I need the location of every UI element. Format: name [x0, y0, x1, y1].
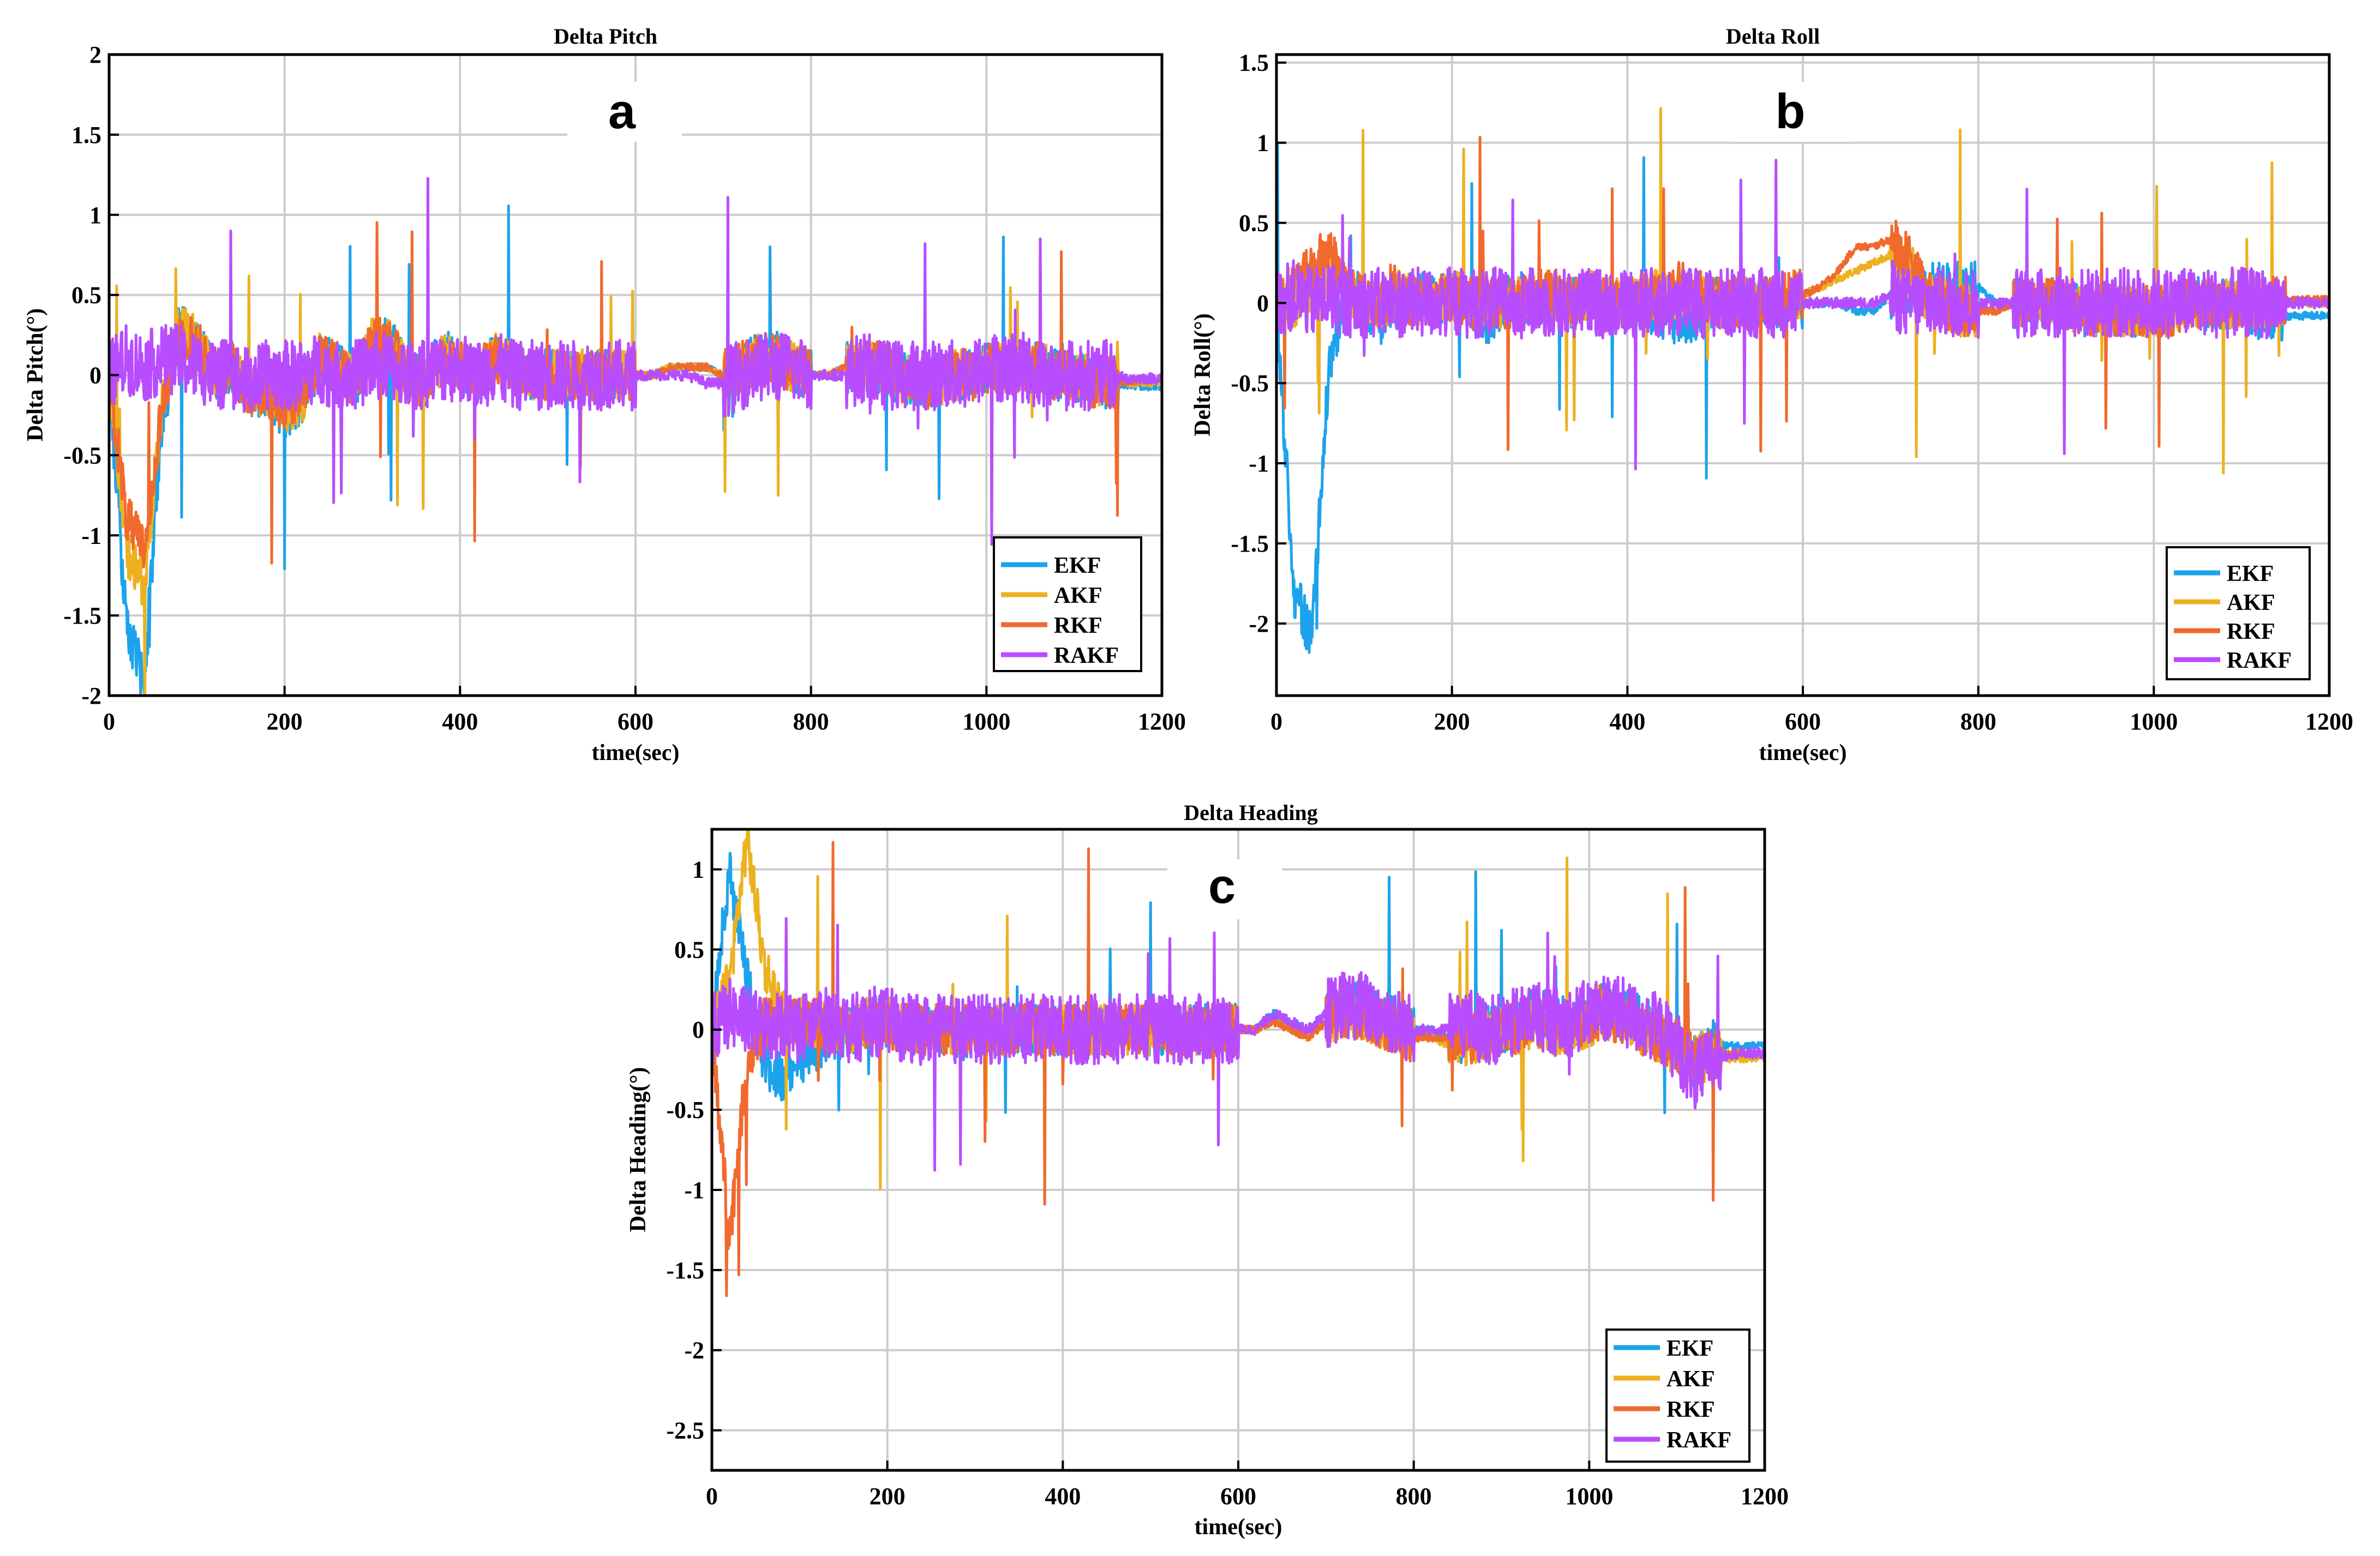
legend-entry-ekf: EKF [2227, 561, 2274, 587]
legend: EKF AKF RKF RAKF [1605, 1328, 1750, 1463]
x-tick-label: 200 [267, 708, 303, 735]
x-tick-label: 0 [1270, 708, 1282, 735]
panel-label: b [1776, 85, 1806, 139]
x-tick-label: 1200 [1138, 708, 1186, 735]
legend-box [993, 536, 1142, 672]
y-tick-label: 0 [1257, 290, 1269, 316]
y-tick-label: -1.5 [1231, 530, 1269, 557]
axis-ticks: 0 200 400 600 800 1000 1200 -2 -1.5 -1 -0.5 0 0.5 1 1.… [1231, 50, 2353, 735]
panel-label-backdrop [1167, 859, 1282, 919]
x-tick-label: 1000 [2130, 708, 2178, 735]
legend-entry-rakf: RAKF [2227, 648, 2292, 673]
legend-entry-akf: AKF [2227, 590, 2275, 615]
series-lines [1276, 107, 2329, 654]
x-tick-label: 1000 [1565, 1483, 1613, 1510]
legend-entry-rakf: RAKF [1666, 1428, 1731, 1453]
y-tick-label: -2 [81, 683, 101, 709]
series-lines [712, 829, 1765, 1297]
x-tick-label: 0 [103, 708, 115, 735]
y-tick-label: -1 [684, 1177, 704, 1204]
y-tick-label: -0.5 [63, 442, 101, 469]
legend-entry-ekf: EKF [1054, 553, 1101, 578]
legend-entry-rkf: RKF [1666, 1397, 1715, 1422]
x-tick-label: 0 [706, 1483, 718, 1510]
series-line-rakf [109, 177, 1162, 546]
x-axis-label: time(sec) [1195, 1515, 1282, 1540]
panel-delta-pitch: Delta Pitch 0 200 400 600 800 1000 1200 -2 -1.5 -… [23, 24, 1186, 765]
y-tick-label: -1 [1249, 450, 1269, 477]
x-tick-label: 400 [1045, 1483, 1081, 1510]
legend-entry-rakf: RAKF [1054, 643, 1119, 668]
legend: EKF AKF RKF RAKF [993, 536, 1142, 672]
x-tick-label: 1000 [962, 708, 1010, 735]
panel-delta-heading: Delta Heading 0 200 400 600 800 1000 1200 -2.5 -… [626, 800, 1789, 1540]
chart-title: Delta Heading [1184, 800, 1318, 825]
x-tick-label: 600 [1220, 1483, 1256, 1510]
chart-title: Delta Pitch [554, 24, 657, 49]
panel-label-backdrop [1735, 82, 1849, 142]
y-axis-label: Delta Heading(°) [626, 1067, 651, 1232]
y-tick-label: 0.5 [1239, 210, 1269, 236]
y-tick-label: 0.5 [674, 936, 704, 963]
y-tick-label: 0 [89, 362, 101, 389]
legend-entry-rkf: RKF [1054, 613, 1102, 638]
axis-ticks: 0 200 400 600 800 1000 1200 -2.5 -2 -1.5 -1 -0.5 0 0.… [666, 856, 1789, 1510]
x-tick-label: 200 [870, 1483, 906, 1510]
legend: EKF AKF RKF RAKF [2166, 546, 2311, 680]
y-axis-label: Delta Pitch(°) [23, 308, 48, 441]
panel-delta-roll: Delta Roll 0 200 400 600 800 1000 1200 -2 -1.5 -1… [1190, 24, 2353, 765]
y-tick-label: 1 [692, 856, 704, 883]
y-tick-label: 1.5 [71, 122, 101, 148]
x-tick-label: 1200 [1741, 1483, 1789, 1510]
y-tick-label: 1.5 [1239, 50, 1269, 76]
x-tick-label: 800 [1396, 1483, 1432, 1510]
y-tick-label: -1 [81, 522, 101, 549]
x-tick-label: 800 [1961, 708, 1997, 735]
x-tick-label: 800 [793, 708, 829, 735]
x-tick-label: 1200 [2305, 708, 2353, 735]
y-tick-label: 2 [89, 41, 101, 68]
x-tick-label: 400 [442, 708, 478, 735]
legend-entry-akf: AKF [1666, 1367, 1715, 1392]
y-axis-label: Delta Roll(°) [1190, 313, 1215, 436]
legend-entry-ekf: EKF [1666, 1336, 1713, 1361]
axis-ticks: 0 200 400 600 800 1000 1200 -2 -1.5 -1 -0.5 0 0.5 1 1.… [63, 41, 1186, 735]
legend-entry-akf: AKF [1054, 583, 1102, 608]
y-tick-label: 0 [692, 1016, 704, 1043]
y-tick-label: -2 [684, 1337, 704, 1364]
chart-title: Delta Roll [1726, 24, 1820, 49]
series-line-rakf [1276, 159, 2329, 471]
y-tick-label: -2.5 [666, 1417, 704, 1444]
x-tick-label: 200 [1434, 708, 1470, 735]
x-axis-label: time(sec) [592, 740, 680, 765]
x-tick-label: 600 [618, 708, 654, 735]
legend-entry-rkf: RKF [2227, 619, 2275, 644]
y-tick-label: -0.5 [666, 1097, 704, 1123]
y-tick-label: -0.5 [1231, 370, 1269, 397]
x-axis-label: time(sec) [1759, 740, 1847, 765]
panel-label-backdrop [567, 82, 682, 142]
y-tick-label: 0.5 [71, 282, 101, 309]
y-tick-label: -2 [1249, 611, 1269, 637]
panel-label: a [608, 85, 636, 139]
y-tick-label: -1.5 [666, 1257, 704, 1284]
y-tick-label: 1 [1257, 130, 1269, 157]
y-tick-label: 1 [89, 202, 101, 229]
series-lines [109, 177, 1162, 696]
panel-label: c [1208, 859, 1236, 914]
x-tick-label: 600 [1785, 708, 1821, 735]
y-tick-label: -1.5 [63, 602, 101, 629]
x-tick-label: 400 [1609, 708, 1645, 735]
series-line-rakf [712, 917, 1765, 1172]
